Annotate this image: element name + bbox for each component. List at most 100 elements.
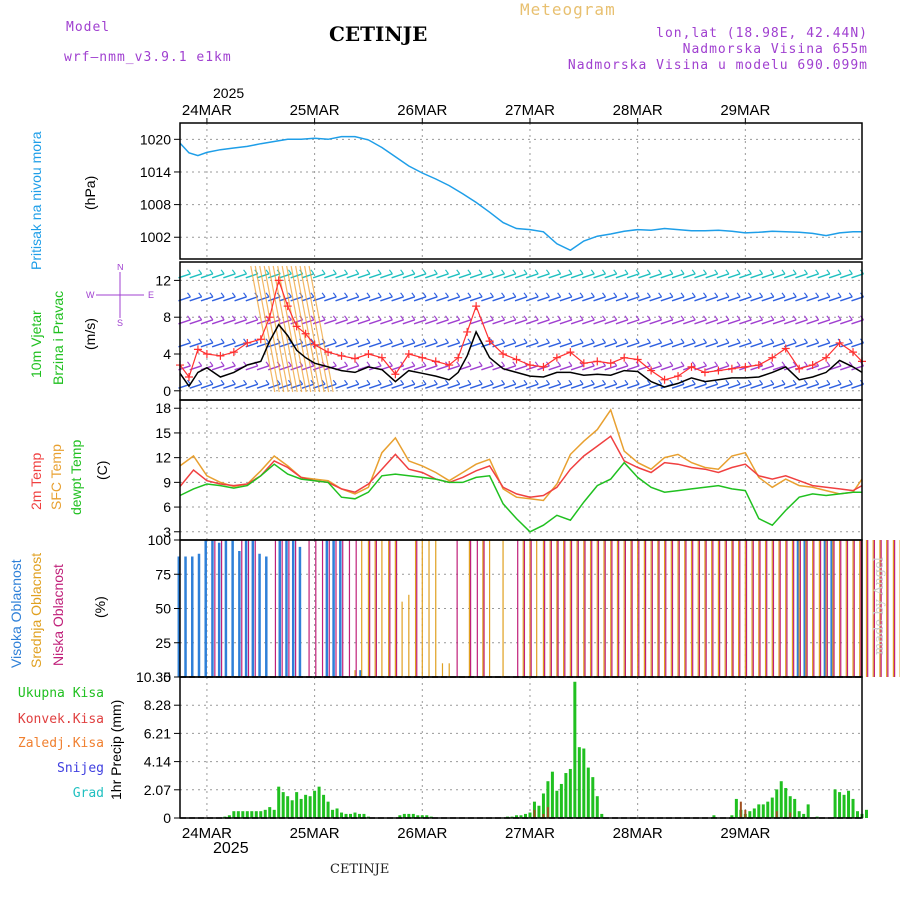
wind-barb (817, 319, 831, 325)
wind-barb-feather (265, 269, 270, 275)
wind-gust-point (324, 348, 333, 357)
wind-barb (795, 383, 808, 389)
legend-frozen-rain: Zaledj.Kisa (17, 736, 104, 751)
y-tick-label: 25 (155, 635, 171, 651)
wind-barb-feather (332, 361, 337, 367)
wind-barb-feather (848, 379, 853, 385)
wind-barb-feather (355, 361, 360, 367)
wind-barb-feather (456, 338, 461, 344)
total-rain-bar (286, 796, 290, 818)
wind-barb-feather (792, 315, 797, 321)
day-label-bottom: 26MAR (397, 825, 447, 842)
wind-barb (425, 342, 438, 348)
wind-barb (649, 319, 662, 325)
wind-barb-feather (400, 315, 405, 321)
wind-barb-feather (377, 315, 382, 321)
wind-gust-point (700, 368, 709, 377)
wind-barb-feather (209, 292, 214, 298)
wind-barb-feather (445, 338, 449, 344)
wind-barb-feather (680, 338, 685, 344)
y-tick-label: 0 (163, 383, 171, 399)
wind-gust-point (579, 359, 588, 368)
wind-barb-feather (433, 338, 438, 344)
wind-barb-strong (304, 265, 330, 393)
wind-gust-point (364, 350, 373, 358)
wind-barb (200, 319, 214, 325)
wind-barb-feather (658, 338, 663, 344)
wind-barb (683, 273, 696, 279)
wind-barb-feather (287, 269, 292, 275)
wind-barb-feather (826, 315, 831, 321)
wind-barb (649, 273, 662, 279)
wind-barb (447, 365, 460, 371)
wind-barb-feather (646, 292, 651, 298)
total-rain-bar (304, 794, 308, 818)
wind-barb (380, 342, 393, 348)
wind-barb-feather (736, 361, 741, 367)
total-rain-bar (407, 813, 411, 818)
total-rain-bar (752, 808, 756, 818)
wind-barb-feather (545, 269, 550, 275)
wind-barb-feather (512, 269, 517, 275)
wind-barb-feather (702, 338, 707, 344)
wind-barb (436, 273, 449, 279)
total-rain-bar (295, 792, 299, 818)
wind-barb-feather (624, 379, 629, 385)
wind-barb (481, 365, 494, 371)
total-rain-bar (349, 813, 352, 818)
wind-barb-feather (702, 269, 707, 275)
wind-barb (425, 273, 438, 279)
wind-barb (189, 383, 202, 389)
wind-barb (525, 296, 539, 302)
wind-barb-feather (198, 338, 203, 344)
wind-barb (626, 296, 640, 302)
wind-barb (189, 319, 202, 325)
wind-barb (189, 273, 202, 279)
wind-gust-point (768, 353, 777, 362)
wind-barb-feather (310, 338, 315, 344)
wind-barb (727, 342, 741, 348)
wind-barb (671, 365, 685, 371)
wind-barb (211, 342, 225, 348)
wind-barb (492, 319, 505, 325)
wind-barb-feather (579, 338, 584, 344)
total-rain-bar (793, 798, 797, 818)
model-label: Model (66, 20, 111, 35)
wind-barb-feather (792, 361, 797, 367)
y-tick-label: 10.35 (136, 669, 171, 685)
wind-barb (234, 383, 247, 389)
wind-barb-feather (815, 269, 820, 275)
wind-barb (761, 342, 774, 348)
wind-barb (481, 296, 494, 302)
wind-barb-feather (231, 315, 236, 321)
wind-gust-point (350, 354, 359, 363)
wind-barb (772, 319, 786, 325)
wind-direction-key-icon: N E W S (86, 264, 154, 326)
wind-barb-feather (803, 292, 808, 298)
day-label-bottom: 29MAR (720, 825, 770, 842)
wind-barb-feather (187, 292, 191, 298)
total-rain-bar (851, 798, 855, 818)
wind-barb-feather (366, 379, 371, 385)
wind-barb-feather (445, 379, 449, 385)
wind-barb (683, 342, 696, 348)
wind-barb (436, 319, 449, 325)
wind-barb-feather (411, 361, 416, 367)
wind-barb-feather (265, 292, 270, 298)
wind-barb-feather (523, 269, 528, 275)
wind-barb (425, 296, 438, 302)
wind-barb (368, 273, 382, 279)
wind-barb-feather (826, 338, 831, 344)
wind-barb (425, 383, 438, 389)
wind-barb (772, 296, 786, 302)
total-rain-bar (847, 790, 851, 818)
wind-barb-feather (646, 338, 651, 344)
total-rain-bar (838, 792, 842, 818)
total-rain-bar (541, 793, 545, 818)
pressure-series-line (179, 135, 862, 252)
wind-barb (683, 383, 696, 389)
wind-barb (481, 273, 494, 279)
wind-barb-feather (837, 379, 842, 385)
wind-barb-feather (198, 269, 203, 275)
wind-barb (604, 319, 617, 325)
